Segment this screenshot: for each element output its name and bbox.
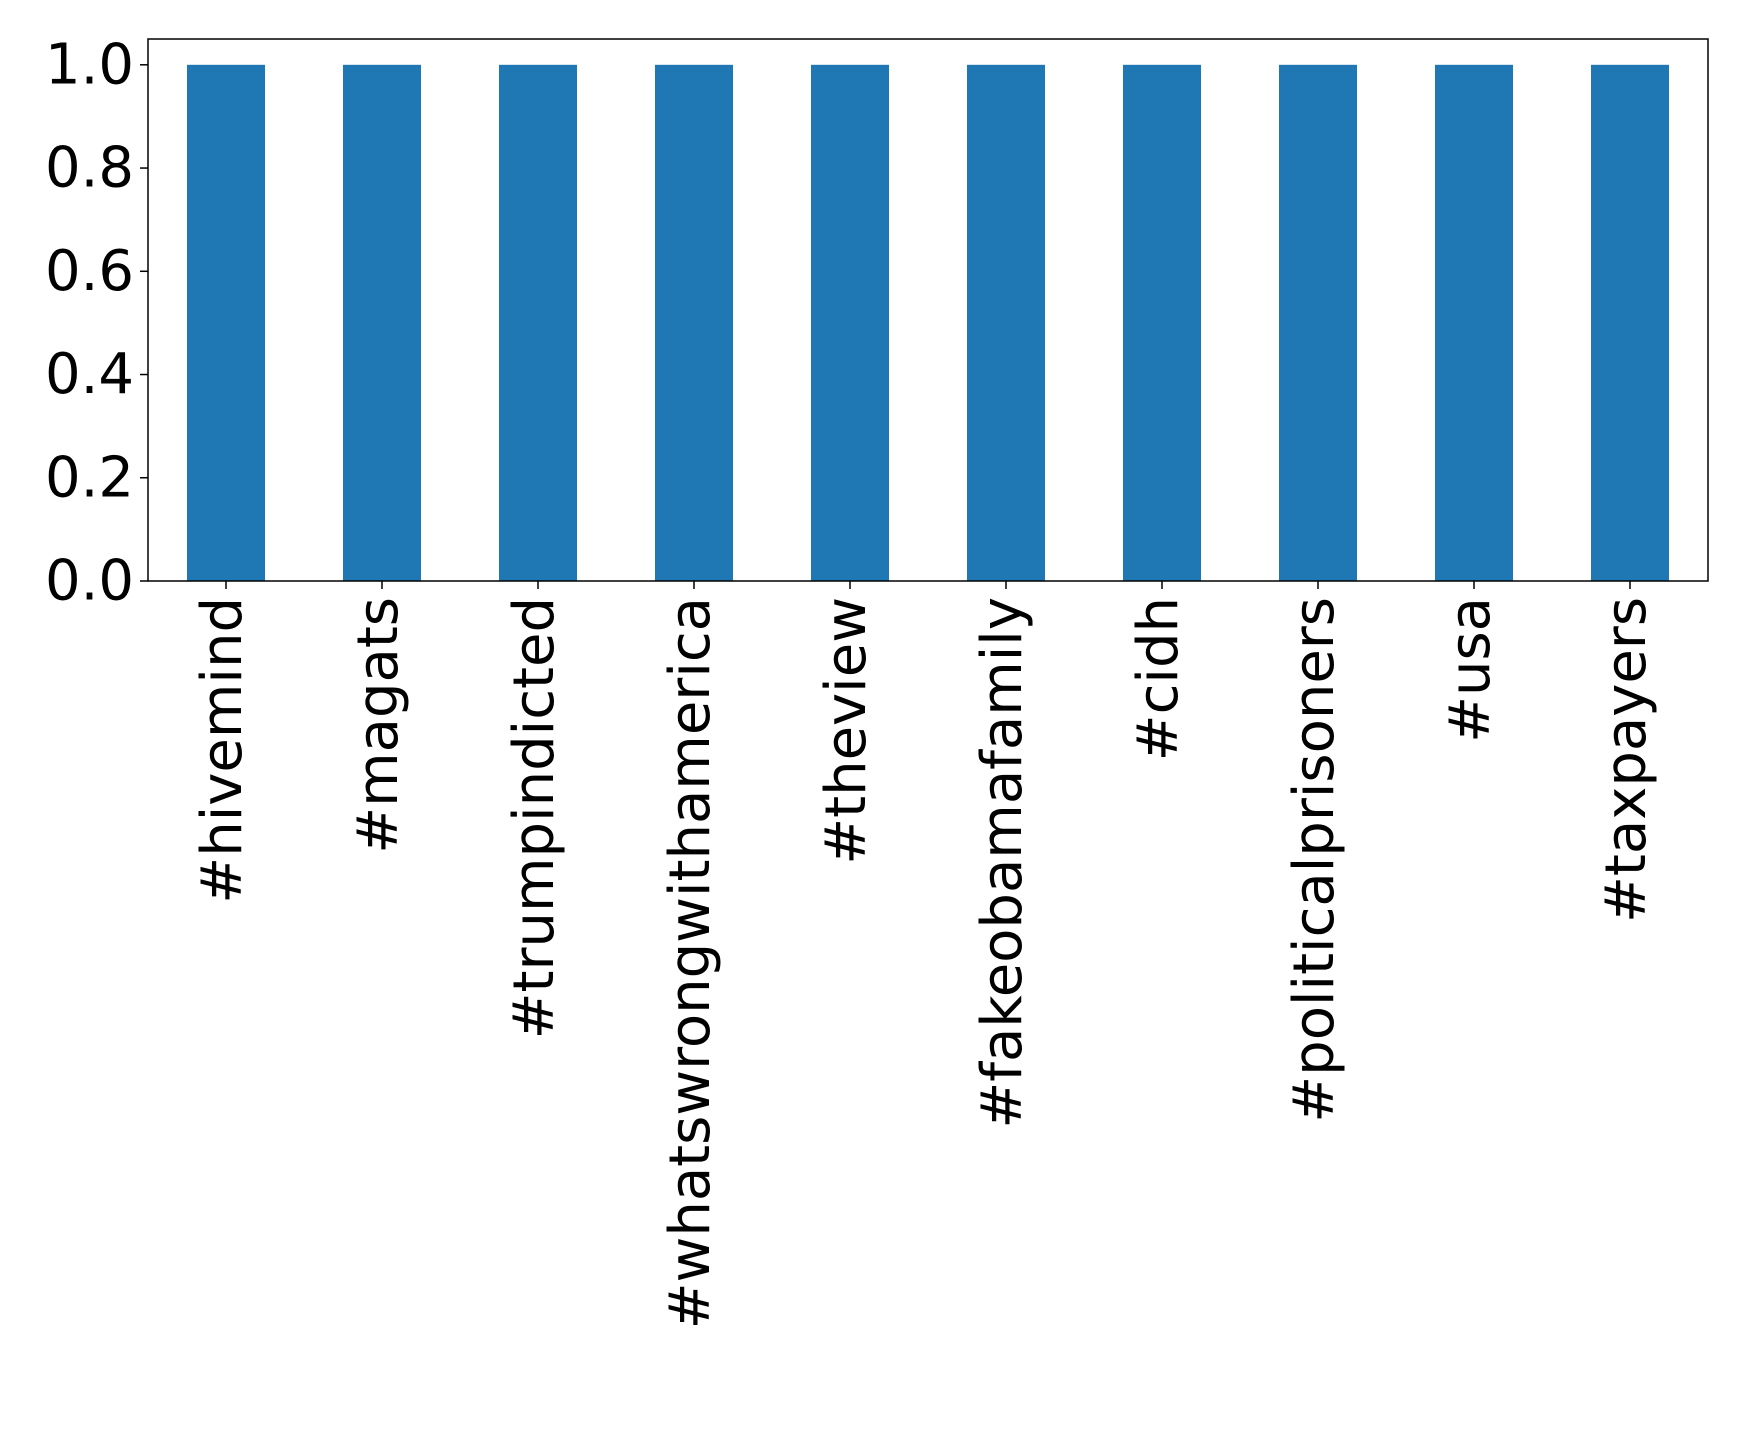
bar [967, 64, 1045, 582]
y-tick-label: 0.6 [45, 239, 134, 304]
x-tick-label: #politicalprisoners [1282, 597, 1347, 1123]
x-tick-label: #theview [814, 597, 879, 865]
x-tick-label: #usa [1438, 597, 1503, 743]
bar [1279, 64, 1357, 582]
x-tick-label: #whatswrongwithamerica [658, 597, 723, 1329]
plot-frame [147, 38, 1709, 582]
bar [655, 64, 733, 582]
bar [1591, 64, 1669, 582]
y-tick-label: 1.0 [45, 32, 134, 97]
x-tick-label: #fakeobamafamily [970, 597, 1035, 1129]
y-tick-label: 0.0 [45, 549, 134, 614]
bar [343, 64, 421, 582]
y-tick-label: 0.2 [45, 445, 134, 510]
y-tick-label: 0.4 [45, 342, 134, 407]
bar [499, 64, 577, 582]
bar [187, 64, 265, 582]
x-tick-label: #trumpindicted [502, 597, 567, 1039]
y-tick-label: 0.8 [45, 136, 134, 201]
x-tick-label: #taxpayers [1594, 597, 1659, 923]
bar [811, 64, 889, 582]
x-tick-label: #magats [346, 597, 411, 854]
x-tick-label: #hivemind [190, 597, 255, 904]
bar [1123, 64, 1201, 582]
bar [1435, 64, 1513, 582]
x-tick-label: #cidh [1126, 597, 1191, 761]
